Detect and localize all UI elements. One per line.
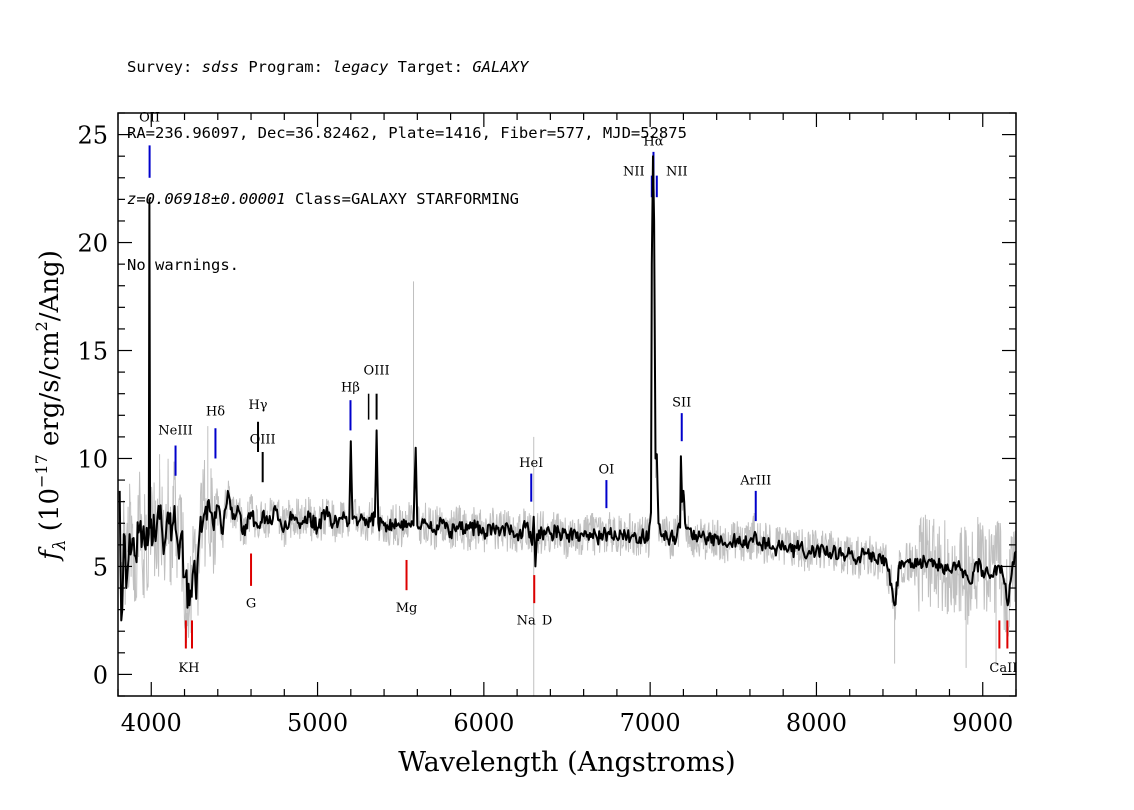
header-line-coordinates: RA=236.96097, Dec=36.82462, Plate=1416, … — [127, 124, 687, 142]
plot-frame — [117, 112, 1017, 697]
y-tick-label: 10 — [77, 445, 108, 473]
x-tick-label: 6000 — [453, 709, 514, 737]
line-marker-label: ArIII — [739, 473, 771, 488]
survey-value: sdss — [201, 58, 239, 76]
y-tick-label: 5 — [93, 553, 108, 581]
target-label: Target: — [388, 58, 473, 76]
line-marker-hβ: Hβ — [341, 381, 360, 431]
header-line-survey: Survey: sdss Program: legacy Target: GAL… — [127, 56, 687, 78]
line-marker-na: Na — [517, 575, 536, 629]
line-marker-label: OIII — [364, 363, 390, 378]
x-tick-label: 9000 — [952, 709, 1013, 737]
line-marker-label-kh: KH — [178, 661, 199, 676]
line-marker-label: Hγ — [248, 398, 267, 413]
class-value: Class=GALAXY STARFORMING — [285, 190, 519, 208]
survey-label: Survey: — [127, 58, 202, 76]
raw-spectrum-layer — [119, 156, 1017, 696]
line-marker-oi: OI — [599, 463, 615, 509]
line-marker-label: OI — [599, 463, 615, 478]
x-tick-label: 4000 — [121, 709, 182, 737]
x-tick-label: 5000 — [287, 709, 348, 737]
x-axis-label: Wavelength (Angstroms) — [398, 747, 735, 778]
line-marker-label: SII — [672, 396, 691, 411]
line-marker-label: CaII — [989, 661, 1017, 676]
x-tick-label: 7000 — [620, 709, 681, 737]
line-marker-oiii_b: OIII — [364, 363, 390, 420]
header-line-warnings: No warnings. — [127, 256, 239, 274]
y-tick-label: 15 — [77, 338, 108, 366]
line-marker-neiii: NeIII — [158, 424, 193, 476]
line-marker-label: G — [246, 596, 256, 611]
line-marker-label: HeI — [519, 456, 543, 471]
line-marker-d: D — [542, 614, 552, 629]
line-marker-oiii_a: OIII — [250, 432, 276, 483]
target-value: GALAXY — [472, 58, 529, 76]
line-marker-caii: CaII — [989, 620, 1017, 676]
y-tick-label: 25 — [77, 122, 108, 150]
line-marker-label: Na — [517, 614, 536, 629]
line-marker-mg: Mg — [396, 559, 418, 616]
line-marker-label: NeIII — [158, 424, 192, 439]
line-marker-label: Hδ — [206, 404, 225, 419]
line-marker-nii_a: NII — [623, 165, 653, 198]
spectrum-header: Survey: sdss Program: legacy Target: GAL… — [127, 12, 687, 298]
line-marker-oii: OII — [139, 111, 160, 178]
line-marker-label: NII — [666, 165, 688, 180]
line-marker-label: OII — [139, 111, 160, 126]
raw-spectrum-line — [119, 156, 1017, 643]
header-line-redshift: z=0.06918±0.00001 Class=GALAXY STARFORMI… — [127, 188, 687, 210]
axis-ticks: 4000 5000 6000 7000 8000 9000 0 5 10 15 20 25 — [77, 112, 1017, 737]
smoothed-spectrum-layer — [118, 155, 1017, 622]
line-marker-label: NII — [623, 165, 645, 180]
line-marker-label: Hβ — [341, 381, 360, 396]
line-marker-sii: SII — [672, 396, 691, 442]
line-marker-hγ: Hγ — [248, 398, 268, 453]
program-value: legacy — [332, 58, 389, 76]
program-label: Program: — [238, 58, 333, 76]
line-marker-label: Hα — [643, 134, 663, 149]
x-tick-label: 8000 — [786, 709, 847, 737]
y-tick-label: 0 — [93, 661, 108, 689]
line-marker-layer: OII NeIII Hδ Hγ OIII Hβ OIII HeI OI NII Hα NII SII Ar… — [139, 111, 1017, 677]
y-tick-label: 20 — [77, 230, 108, 258]
y-axis-label: fλ (10−17 erg/s/cm2/Ang) — [32, 250, 70, 562]
line-marker-label: D — [542, 614, 552, 629]
line-marker-label: Mg — [396, 601, 418, 616]
line-marker-g: G — [246, 553, 256, 611]
line-marker-label: OIII — [250, 432, 276, 447]
smoothed-spectrum-line — [118, 155, 1017, 622]
line-marker-nii_b: NII — [655, 165, 688, 198]
line-marker-hδ: Hδ — [206, 404, 225, 459]
line-marker-ariii: ArIII — [739, 473, 771, 522]
line-marker-hei: HeI — [519, 456, 543, 502]
redshift-value: z=0.06918±0.00001 — [127, 190, 286, 208]
y-axis-label-text: fλ (10−17 erg/s/cm2/Ang) — [32, 250, 70, 562]
